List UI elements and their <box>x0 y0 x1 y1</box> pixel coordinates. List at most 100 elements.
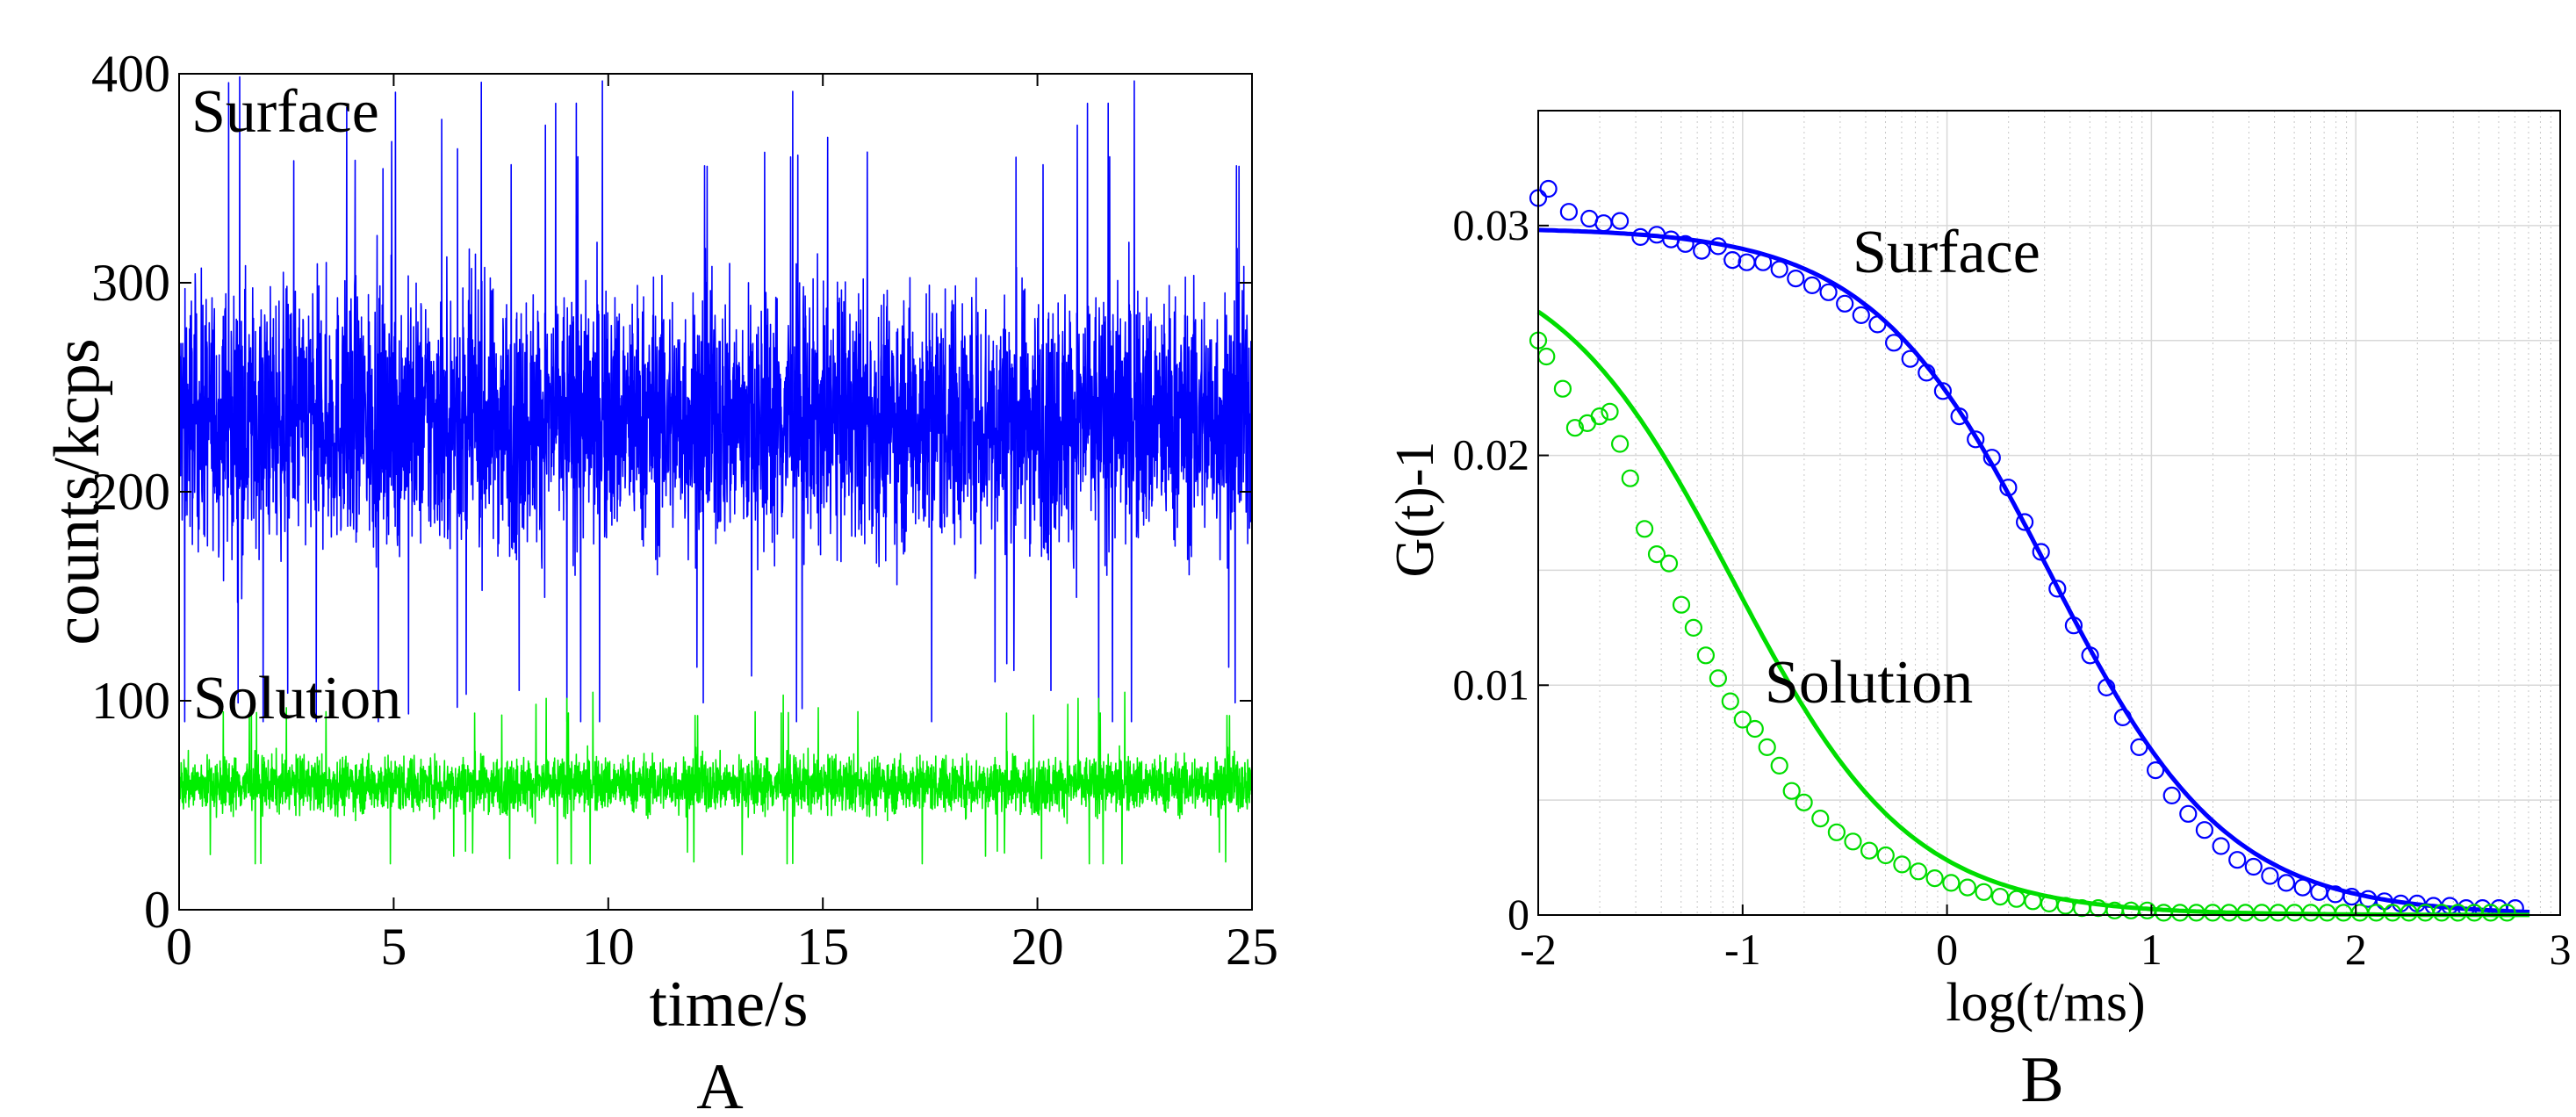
panel-b-data-point-surface <box>2179 804 2198 823</box>
panel-b-data-point-solution <box>1909 862 1928 881</box>
panel-b-data-point-surface <box>2162 786 2181 805</box>
panel-b-data-point-surface <box>2244 857 2263 876</box>
panel-b-series-layer <box>1529 179 2530 922</box>
panel-b-data-point-solution <box>1553 379 1572 398</box>
panel-a-y-tick-label: 0 <box>144 881 170 939</box>
panel-a-y-axis-label: counts/kcps <box>41 338 113 645</box>
panel-b-fit-line-surface <box>1537 227 2530 914</box>
panel-b-data-point-surface <box>2130 738 2148 757</box>
panel-b-data-point-solution <box>2024 892 2042 911</box>
panel-b-data-point-surface <box>2081 646 2099 665</box>
panel-b-data-point-surface <box>1709 237 1728 256</box>
panel-b-data-point-solution <box>1876 846 1895 865</box>
panel-b-data-point-surface <box>2064 616 2083 635</box>
panel-b-data-point-surface <box>2113 708 2132 727</box>
panel-b-x-tick-label: -1 <box>1724 925 1761 974</box>
panel-a-y-tick-label: 300 <box>91 254 170 312</box>
panel-b-data-point-surface <box>2277 874 2296 892</box>
panel-b-data-point-surface <box>1770 260 1788 278</box>
panel-b-data-point-solution <box>1635 520 1654 538</box>
panel-a-trace-chart: 0 5 10 15 20 25 0 100 200 300 400 Surface Solution… <box>41 45 1278 1117</box>
panel-b-data-point-surface <box>1723 251 1742 270</box>
panel-a-y-tick-label: 400 <box>91 45 170 103</box>
panel-b-data-point-surface <box>1802 276 1822 294</box>
panel-b-data-point-surface <box>2032 543 2050 561</box>
panel-a-x-tick-label: 15 <box>796 918 849 976</box>
panel-a-x-axis-label: time/s <box>650 969 809 1041</box>
panel-b-data-point-solution <box>1893 855 1911 874</box>
panel-b-x-tick-label: 2 <box>2345 925 2367 974</box>
panel-b-data-point-solution <box>1860 841 1879 860</box>
panel-b-data-point-solution <box>2122 901 2141 919</box>
panel-a-x-tick-label: 25 <box>1226 918 1278 976</box>
panel-b-x-tick-label: 0 <box>1936 925 1958 974</box>
panel-b-y-tick-label: 0.03 <box>1453 200 1530 249</box>
panel-b-data-point-solution <box>2007 890 2026 908</box>
panel-b-y-tick-label: 0 <box>1507 890 1529 939</box>
panel-b-x-axis-label: log(t/ms) <box>1946 973 2145 1033</box>
panel-b-data-point-surface <box>2195 821 2213 840</box>
panel-b-data-point-surface <box>2016 513 2034 531</box>
panel-b-data-point-surface <box>2147 760 2165 780</box>
panel-a-x-tick-label: 5 <box>380 918 407 976</box>
panel-b-data-point-solution <box>1733 710 1752 729</box>
panel-b-fit-line-solution <box>1536 309 2530 918</box>
panel-b-data-point-surface <box>1901 350 1919 368</box>
panel-b-data-point-surface <box>1738 253 1756 271</box>
panel-b-data-point-solution <box>1601 402 1619 421</box>
panel-b-data-point-surface <box>2097 678 2116 697</box>
panel-a-y-tick-label: 200 <box>91 463 170 521</box>
panel-a-annotation-surface: Surface <box>191 78 379 146</box>
panel-b-data-point-surface <box>1918 364 1936 382</box>
panel-b-data-point-surface <box>2048 580 2067 598</box>
panel-b-data-point-surface <box>1787 270 1805 288</box>
panel-b-data-point-surface <box>1559 203 1579 221</box>
panel-b-data-point-surface <box>1610 212 1630 230</box>
panel-b-data-point-solution <box>1795 793 1813 811</box>
panel-a-series-surface-trace <box>178 76 1253 723</box>
panel-a-series-solution-trace <box>178 691 1253 865</box>
panel-a-series-layer <box>178 76 1253 865</box>
panel-b-annotation-solution: Solution <box>1765 649 1973 717</box>
panel-b-correlation-chart: -2 -1 0 1 2 3 0 0.01 0.02 0.03 Surface Solution l… <box>1385 110 2572 1116</box>
panel-b-data-point-solution <box>1925 868 1944 888</box>
panel-b-data-point-surface <box>2212 837 2230 855</box>
panel-b-data-point-surface <box>1933 382 1952 400</box>
panel-a-x-tick-label: 0 <box>166 918 192 976</box>
panel-a-x-tick-label: 20 <box>1011 918 1064 976</box>
panel-b-y-tick-label: 0.02 <box>1453 430 1530 479</box>
panel-b-data-point-surface <box>2228 851 2247 869</box>
panel-b-data-point-solution <box>1709 669 1728 688</box>
panel-b-data-point-solution <box>1811 809 1830 828</box>
panel-b-data-point-surface <box>1950 407 1968 426</box>
panel-b-data-point-solution <box>1827 823 1846 841</box>
panel-b-data-point-solution <box>2498 904 2516 922</box>
panel-b-data-point-solution <box>1721 692 1739 710</box>
panel-a-axes-frame <box>178 73 1253 911</box>
panel-b-data-point-surface <box>2261 867 2279 885</box>
panel-b-data-point-solution <box>1590 407 1608 426</box>
panel-b-data-point-solution <box>1991 887 2010 906</box>
panel-a-y-tick-label: 100 <box>91 672 170 730</box>
panel-b-data-point-surface <box>1967 430 1985 449</box>
panel-b-data-point-solution <box>1621 469 1639 487</box>
panel-b-data-point-surface <box>1982 449 2001 467</box>
panel-b-data-point-solution <box>1942 874 1961 892</box>
panel-b-y-tick-label: 0.01 <box>1453 659 1530 709</box>
panel-b-data-point-surface <box>1885 334 1903 352</box>
panel-b-x-tick-label: 3 <box>2550 925 2572 974</box>
panel-b-annotation-surface: Surface <box>1853 219 2040 286</box>
panel-b-data-point-solution <box>1565 419 1585 437</box>
panel-b-data-point-solution <box>2155 904 2173 922</box>
panel-b-data-point-surface <box>1819 283 1838 301</box>
panel-b-data-point-surface <box>1868 315 1887 334</box>
panel-b-data-point-solution <box>1537 347 1556 366</box>
panel-b-data-point-solution <box>1610 435 1630 453</box>
panel-b-x-tick-label: -2 <box>1520 925 1557 974</box>
panel-b-data-point-solution <box>1659 554 1679 573</box>
panel-b-y-axis-label: G(t)-1 <box>1385 442 1445 578</box>
panel-b-data-point-solution <box>1975 883 1993 901</box>
panel-b-data-point-surface <box>1836 294 1854 313</box>
panel-b-x-tick-label: 1 <box>2141 925 2162 974</box>
